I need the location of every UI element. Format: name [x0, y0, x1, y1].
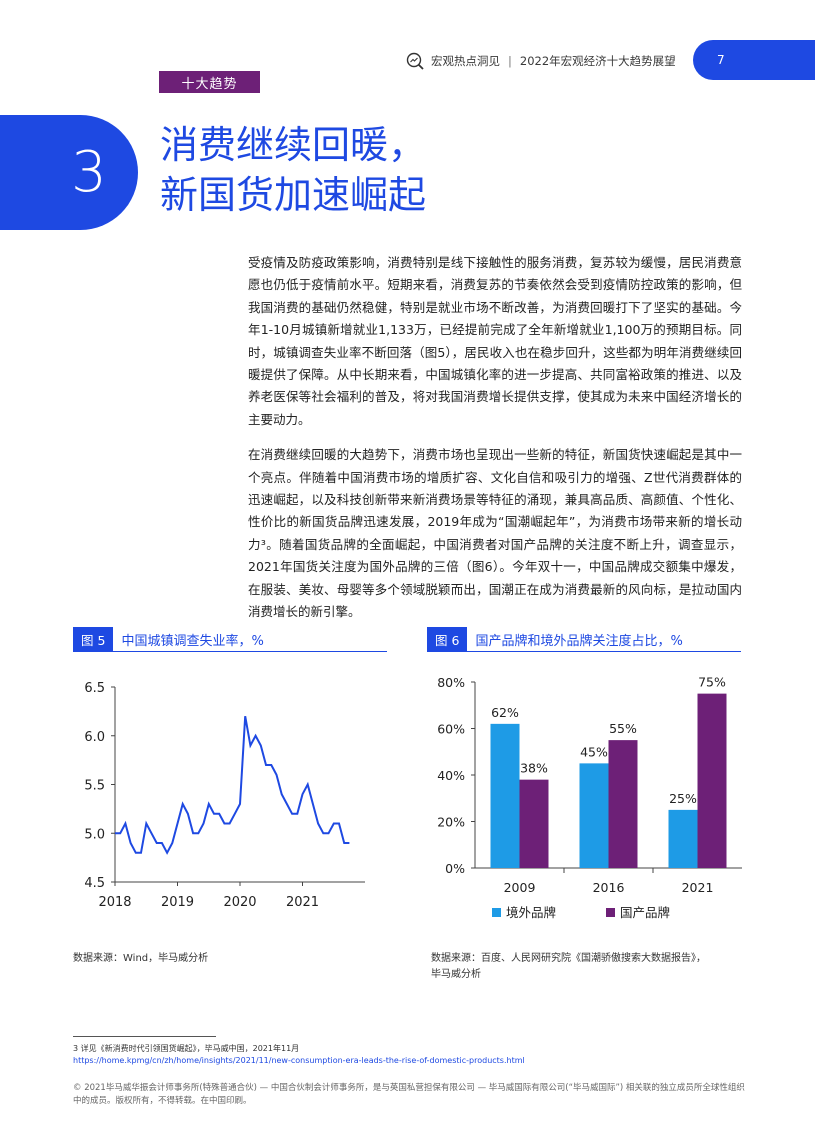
- fig5-y-tick-label: 5.0: [84, 827, 105, 842]
- page-number: 7: [717, 53, 725, 67]
- chapter-title: 消费继续回暖， 新国货加速崛起: [160, 120, 426, 220]
- fig6-bar-value-label: 75%: [698, 675, 726, 690]
- chapter-number-badge: 3: [0, 115, 138, 230]
- fig5-number: 图 5: [73, 627, 114, 651]
- section-tag: 十大趋势: [159, 71, 260, 93]
- fig6-bar-chart: 0% 20% 40% 60% 80% 62% 38% 2009 45%55% 2016 25% 75%…: [437, 675, 742, 920]
- fig5-title: 中国城镇调查失业率，%: [121, 633, 264, 649]
- chapter-title-line2: 新国货加速崛起: [160, 173, 427, 217]
- fig6-source: 数据来源：百度、人民网研究院《国潮骄傲搜索大数据报告》， 毕马威分析: [431, 951, 706, 983]
- paragraph-2: 在消费继续回暖的大趋势下，消费市场也呈现出一些新的特征，新国货快速崛起是其中一个…: [248, 447, 742, 620]
- fig6-legend-swatch: [492, 908, 501, 917]
- fig6-legend-swatch: [606, 908, 615, 917]
- footnote-divider: [73, 1036, 216, 1037]
- fig6-legend-label: 境外品牌: [506, 905, 556, 920]
- fig6-bar: [490, 723, 520, 868]
- fig6-x-tick-label: 2009: [504, 880, 536, 895]
- body-text: 受疫情及防疫政策影响，消费特别是线下接触性的服务消费，复苏较为缓慢，居民消费意愿…: [248, 252, 742, 637]
- chapter-number: 3: [71, 140, 107, 205]
- fig5-y-tick-label: 6.5: [84, 681, 105, 696]
- fig6-bar: [579, 763, 609, 868]
- fig6-bar: [519, 779, 549, 868]
- fig6-y-tick-label: 40%: [437, 768, 465, 783]
- fig6-bar-value-label: 62%: [491, 705, 519, 720]
- fig6-header: 图 6 国产品牌和境外品牌关注度占比，%: [427, 627, 741, 652]
- copyright-notice: © 2021毕马威华振会计师事务所(特殊普通合伙) — 中国合伙制会计师事务所，…: [73, 1083, 745, 1106]
- fig6-bar-value-label: 45%: [580, 744, 608, 759]
- magnifier-chart-icon: [406, 52, 424, 70]
- page-number-tab: 7: [693, 40, 815, 80]
- footnote-link[interactable]: https://home.kpmg/cn/zh/home/insights/20…: [73, 1056, 525, 1065]
- fig6-bar-value-label: 38%: [520, 761, 548, 776]
- footnote-reference: 3 详见《新消费时代引领国货崛起》，毕马威中国，2021年11月: [73, 1044, 300, 1053]
- fig6-number: 图 6: [427, 627, 468, 651]
- footnote: 3 详见《新消费时代引领国货崛起》，毕马威中国，2021年11月 https:/…: [73, 1043, 525, 1067]
- fig5-unemployment-line: [115, 716, 350, 855]
- fig6-y-tick-label: 60%: [437, 722, 465, 737]
- fig6-bar: [697, 693, 727, 868]
- paragraph-1: 受疫情及防疫政策影响，消费特别是线下接触性的服务消费，复苏较为缓慢，居民消费意愿…: [248, 255, 742, 427]
- fig5-x-tick-label: 2018: [98, 895, 131, 910]
- header-section: 宏观热点洞见: [431, 54, 500, 68]
- header-divider: |: [508, 54, 512, 68]
- fig6-legend-label: 国产品牌: [620, 905, 670, 920]
- fig5-source: 数据来源：Wind，毕马威分析: [73, 953, 209, 964]
- fig6-bar-value-label: 55%: [609, 721, 637, 736]
- fig5-y-tick-label: 4.5: [84, 876, 105, 891]
- fig6-y-tick-label: 80%: [437, 675, 465, 690]
- fig6-y-tick-label: 20%: [437, 815, 465, 830]
- fig5-y-tick-label: 6.0: [84, 730, 105, 745]
- fig6-title: 国产品牌和境外品牌关注度占比，%: [475, 633, 683, 649]
- fig5-y-tick-label: 5.5: [84, 779, 105, 794]
- header-report-title: 2022年宏观经济十大趋势展望: [519, 54, 676, 68]
- fig5-x-tick-label: 2020: [223, 895, 256, 910]
- report-header: 宏观热点洞见 | 2022年宏观经济十大趋势展望: [405, 50, 676, 72]
- fig6-source-line1: 数据来源：百度、人民网研究院《国潮骄傲搜索大数据报告》，: [431, 953, 706, 964]
- fig6-x-tick-label: 2021: [682, 880, 714, 895]
- fig6-source-line2: 毕马威分析: [431, 969, 481, 980]
- fig5-x-tick-label: 2021: [286, 895, 319, 910]
- fig6-y-tick-label: 0%: [445, 861, 465, 876]
- fig6-bar: [608, 740, 638, 868]
- fig5-x-tick-label: 2019: [161, 895, 194, 910]
- fig6-bar: [668, 809, 698, 868]
- fig6-bar-value-label: 25%: [669, 791, 697, 806]
- chapter-title-line1: 消费继续回暖，: [160, 123, 427, 167]
- fig6-x-tick-label: 2016: [593, 880, 625, 895]
- fig5-header: 图 5 中国城镇调查失业率，%: [73, 627, 387, 652]
- fig5-line-chart: 4.5 5.0 5.5 6.0 6.5 2018 2019 2020 2021: [84, 681, 365, 910]
